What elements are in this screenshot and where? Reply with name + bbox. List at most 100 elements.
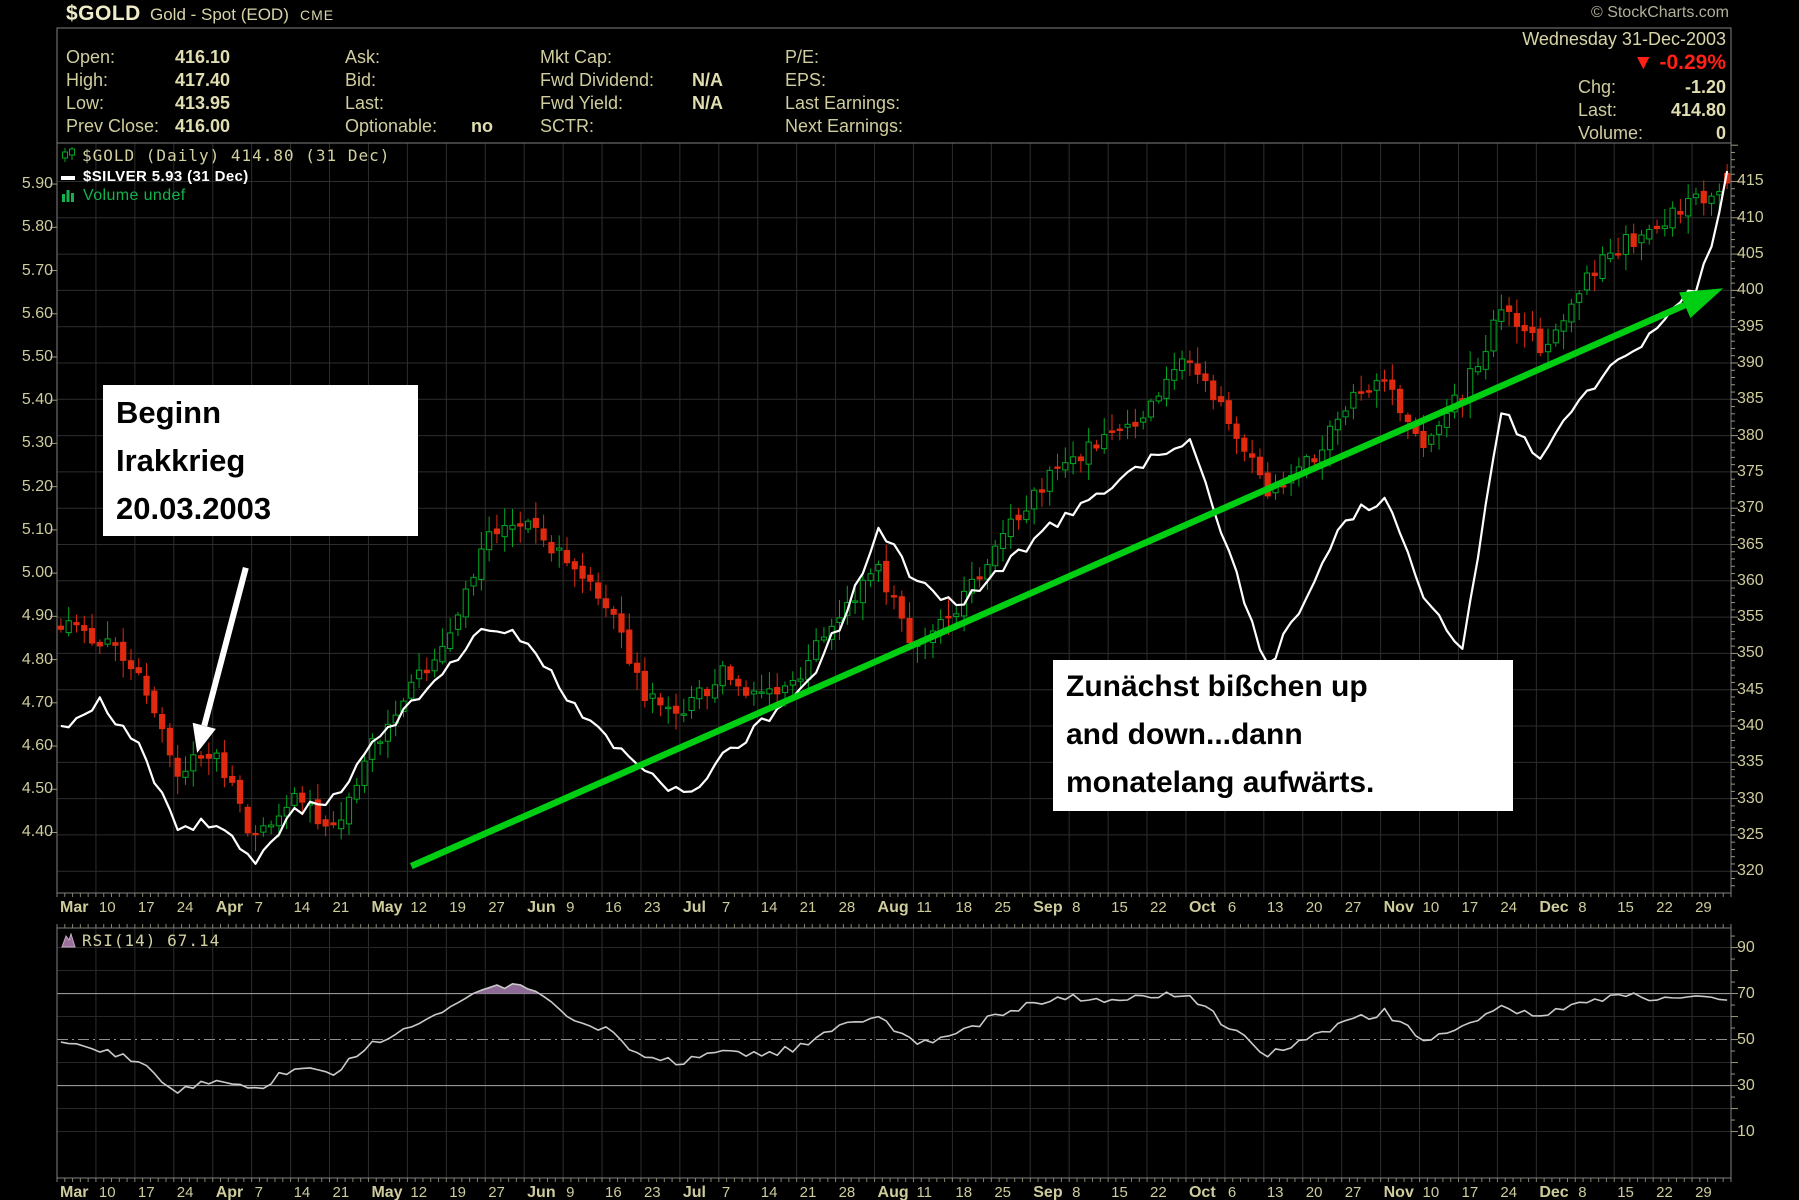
axis-label: 8 [1072,899,1081,916]
axis-label: 17 [1461,899,1479,916]
axis-label: 10 [1422,899,1440,916]
annotation-line: and down...dann [1066,718,1303,751]
legend-rsi: RSI(14) 67.14 [61,931,220,950]
quote-row: EPS: [785,69,975,92]
quote-row: Fwd Yield: N/A [540,92,762,115]
axis-label: 8 [1578,899,1587,916]
axis-label: 27 [488,899,505,916]
axis-label: Dec [1539,1184,1569,1200]
axis-label: 22 [1656,1184,1673,1200]
axis-label: 5.90 [21,175,53,193]
axis-label: 27 [488,1184,505,1200]
axis-label: 10 [98,899,116,916]
axis-label: 5.50 [21,347,53,365]
quote-label: Low: [66,93,105,113]
axis-label: 320 [1737,862,1764,880]
axis-label: 8 [1578,1184,1587,1200]
quote-row: Fwd Dividend: N/A [540,69,762,92]
copyright-notice: © StockCharts.com [1590,4,1729,21]
axis-label: 10 [98,1184,116,1200]
axis-label: 16 [605,899,622,916]
quote-value [471,46,531,69]
axis-label: 24 [1500,899,1518,916]
quote-value [935,92,975,115]
annotation-line: Irakkrieg [116,443,246,478]
axis-label: 375 [1737,462,1764,480]
quote-row: Prev Close: 416.00 [66,115,230,138]
axis-label: 410 [1737,208,1764,226]
axis-label: 360 [1737,571,1764,589]
legend-silver: $SILVER 5.93 (31 Dec) [61,168,249,185]
axis-label: 335 [1737,753,1764,771]
axis-label: 4.70 [21,693,53,711]
axis-label: 14 [760,899,778,916]
volume-bars-icon [62,190,74,202]
quote-value [692,115,762,138]
axis-label: 14 [293,1184,311,1200]
axis-label: Mar [60,1184,89,1200]
quote-column: Ask: Bid: Last: Optionable: no [345,46,531,138]
axis-label: 21 [799,899,817,916]
annotation-trend: Zunächst bißchen up and down...dann monate… [1053,660,1513,811]
symbol-description: Gold - Spot (EOD) [150,5,289,24]
axis-label: Oct [1188,1184,1216,1200]
axis-label: 21 [332,1184,350,1200]
quote-value [471,92,531,115]
axis-label: Nov [1383,899,1414,916]
axis-label: 370 [1737,499,1764,517]
symbol-title: $GOLD [66,2,141,25]
quote-label: High: [66,70,109,90]
rsi-area-icon [61,932,76,948]
last-row: Last: 414.80 [1578,100,1726,120]
axis-label: 29 [1695,899,1712,916]
annotation-line: 20.03.2003 [116,491,272,526]
quote-row: Last: [345,92,531,115]
quote-label: Ask: [345,47,381,67]
quote-row: Open: 416.10 [66,46,230,69]
quote-value: 417.40 [174,70,230,90]
axis-label: 9 [566,1184,575,1200]
axis-label: 15 [1111,899,1128,916]
axis-label: May [371,899,403,916]
axis-label: 17 [1461,1184,1479,1200]
axis-label: 13 [1266,899,1284,916]
axis-label: 27 [1344,1184,1362,1200]
axis-label: 340 [1737,717,1764,734]
quote-value [692,46,762,69]
axis-label: 18 [955,899,973,916]
quote-row: Ask: [345,46,531,69]
quote-column: P/E: EPS: Last Earnings: Next Earnings: [785,46,975,138]
axis-label: Jun [527,899,556,916]
axis-label: 15 [1617,899,1634,916]
axis-label: 24 [176,899,194,916]
annotation-line: Zunächst bißchen up [1066,670,1368,703]
quote-label: SCTR: [540,116,594,136]
quote-row: Optionable: no [345,115,531,138]
axis-label: Sep [1033,899,1063,916]
quote-column: Mkt Cap: Fwd Dividend: N/A Fwd Yield: N/A SCT… [540,46,762,138]
axis-label: 5.40 [21,391,53,409]
axis-label: 14 [293,899,311,916]
axis-label: 4.40 [21,823,53,841]
axis-label: 15 [1617,1184,1634,1200]
axis-label: 5.60 [21,304,53,322]
quote-value: 416.10 [174,47,230,67]
axis-label: 415 [1737,172,1764,190]
quote-label: Optionable: [345,116,438,136]
axis-label: 330 [1737,789,1764,807]
legend-gold: $GOLD (Daily) 414.80 (31 Dec) [61,146,390,165]
axis-label: 20 [1305,1184,1323,1200]
quote-label: Mkt Cap: [540,47,613,67]
axis-label: 7 [721,1184,731,1200]
axis-label: Jul [682,899,706,916]
axis-label: 24 [176,1184,194,1200]
axis-label: 27 [1344,899,1362,916]
axis-label: 21 [799,1184,817,1200]
quote-row: P/E: [785,46,975,69]
volume-row: Volume: 0 [1578,123,1726,143]
axis-label: 365 [1737,535,1764,553]
annotation-line: Beginn [116,395,222,430]
axis-label: 5.10 [21,520,53,538]
axis-label: 405 [1737,245,1764,263]
